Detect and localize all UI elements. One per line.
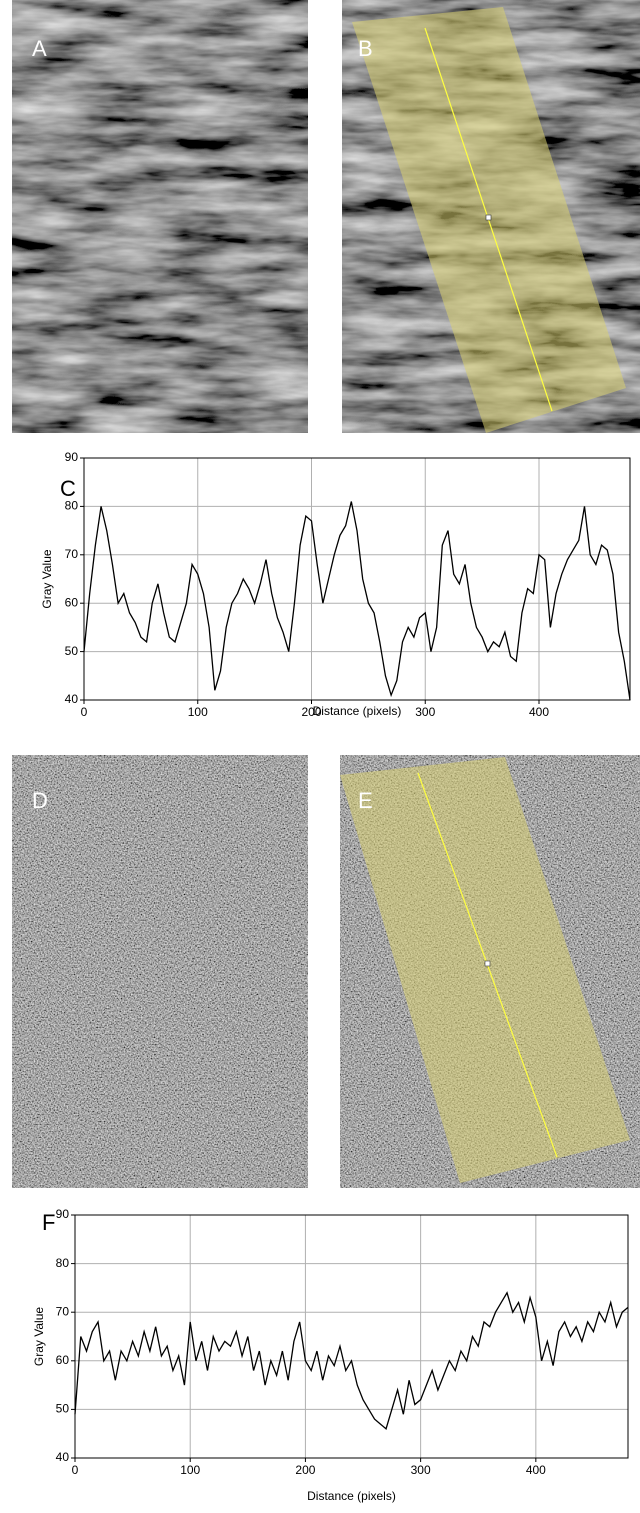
x-tick-label: 200 [301,705,321,719]
x-tick-label: 0 [72,1463,79,1477]
y-tick-label: 50 [65,644,79,658]
panel-label: B [358,36,373,61]
y-tick-label: 70 [65,547,79,561]
panel-label: C [60,476,76,501]
x-tick-label: 100 [188,705,208,719]
roi-handle [484,960,491,967]
y-tick-label: 90 [56,1207,70,1221]
panel-label: A [32,36,47,61]
y-tick-label: 40 [65,692,79,706]
x-tick-label: 300 [411,1463,431,1477]
panel-label: F [42,1210,55,1235]
image-panels: A B D E [12,0,640,1188]
plot-frame [83,457,631,701]
x-tick-label: 0 [81,705,88,719]
data-line [74,1291,629,1430]
y-tick-label: 50 [56,1402,70,1416]
y-tick-label: 60 [56,1353,70,1367]
x-axis-label: Distance (pixels) [307,1489,396,1503]
y-tick-label: 80 [56,1256,70,1270]
y-tick-label: 60 [65,595,79,609]
panel-label: E [358,788,373,813]
y-axis-label: Gray Value [40,549,54,608]
y-tick-label: 40 [56,1450,70,1464]
x-axis-label: Distance (pixels) [313,704,402,718]
y-tick-label: 90 [65,450,79,464]
line-chart: 40 50 60 70 80 90 0 100 200 300 400 Distance (pixel… [40,450,631,719]
micrograph [12,755,308,1188]
y-tick-label: 80 [65,499,79,513]
line-chart: 40 50 60 70 80 90 0 100 200 300 400 Distance (pixel… [32,1207,629,1503]
plot-area [84,458,630,700]
x-tick-label: 100 [180,1463,200,1477]
y-axis-label: Gray Value [32,1307,46,1366]
micrograph [12,0,308,433]
x-tick-label: 400 [529,705,549,719]
roi-handle [485,214,492,221]
y-tick-label: 70 [56,1304,70,1318]
plot-frame [74,1214,629,1459]
data-line [83,501,631,701]
x-tick-label: 400 [526,1463,546,1477]
panel-label: D [32,788,48,813]
roi-box [340,757,630,1183]
x-tick-label: 300 [415,705,435,719]
x-tick-label: 200 [295,1463,315,1477]
